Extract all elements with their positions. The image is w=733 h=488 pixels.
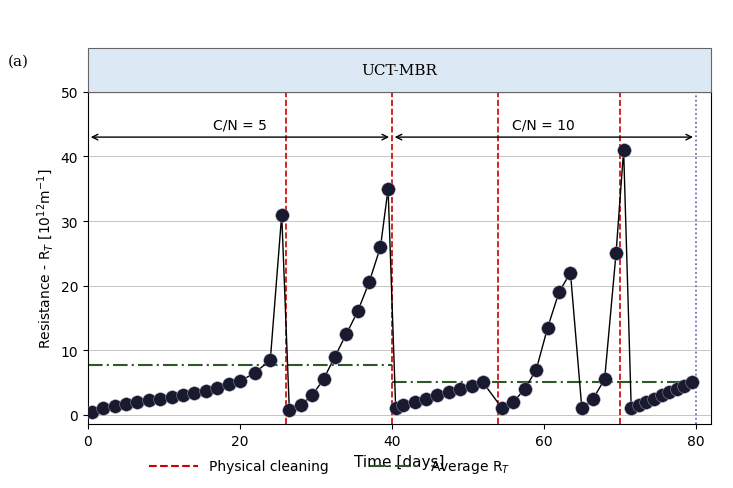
Point (265, 356, 276, 364)
Point (679, 382, 690, 390)
Point (656, 392, 668, 400)
X-axis label: Time [days]: Time [days] (354, 454, 445, 469)
Point (108, 403, 120, 410)
Point (686, 379, 698, 386)
Point (641, 398, 652, 406)
Point (599, 376, 611, 384)
Point (166, 393, 177, 401)
Point (671, 385, 682, 393)
Point (496, 405, 508, 412)
Point (409, 398, 421, 406)
Text: UCT-MBR: UCT-MBR (361, 64, 438, 78)
Point (587, 395, 599, 403)
Point (610, 250, 622, 258)
Point (211, 384, 223, 392)
Point (443, 388, 454, 396)
Point (648, 395, 660, 403)
Point (663, 388, 675, 396)
Point (465, 382, 477, 390)
Point (633, 401, 645, 409)
Point (625, 405, 637, 412)
Point (188, 390, 200, 398)
Point (177, 392, 189, 400)
Point (564, 269, 576, 277)
Text: C/N = 10: C/N = 10 (512, 119, 575, 133)
Point (507, 398, 519, 406)
Point (223, 381, 235, 388)
Point (375, 244, 386, 251)
Point (120, 400, 132, 408)
Point (364, 279, 375, 287)
Point (306, 392, 318, 400)
Point (553, 288, 565, 296)
Point (531, 366, 542, 374)
Point (154, 395, 166, 403)
Y-axis label: Resistance - R$_T$ [$10^{12}$m$^{-1}$]: Resistance - R$_T$ [$10^{12}$m$^{-1}$] (36, 169, 56, 348)
Point (352, 308, 364, 316)
Point (86, 408, 97, 416)
Point (420, 395, 432, 403)
Point (131, 398, 143, 406)
Point (618, 147, 630, 155)
Point (329, 353, 341, 361)
Point (340, 330, 352, 338)
Point (477, 379, 489, 386)
Point (143, 396, 155, 404)
Point (542, 324, 553, 332)
Point (390, 405, 402, 412)
Point (234, 378, 246, 386)
Point (519, 385, 531, 393)
Point (97, 405, 109, 412)
Point (317, 376, 329, 384)
Point (200, 387, 212, 395)
Point (397, 401, 409, 409)
Point (576, 405, 588, 412)
Point (454, 385, 466, 393)
Point (276, 211, 287, 219)
Point (249, 369, 261, 377)
Point (284, 406, 295, 414)
Text: (a): (a) (7, 55, 29, 69)
Point (295, 401, 306, 409)
Text: C/N = 5: C/N = 5 (213, 119, 267, 133)
Legend: Physical cleaning, Average R$_T$: Physical cleaning, Average R$_T$ (144, 453, 516, 481)
Point (382, 185, 394, 193)
Point (432, 392, 443, 400)
